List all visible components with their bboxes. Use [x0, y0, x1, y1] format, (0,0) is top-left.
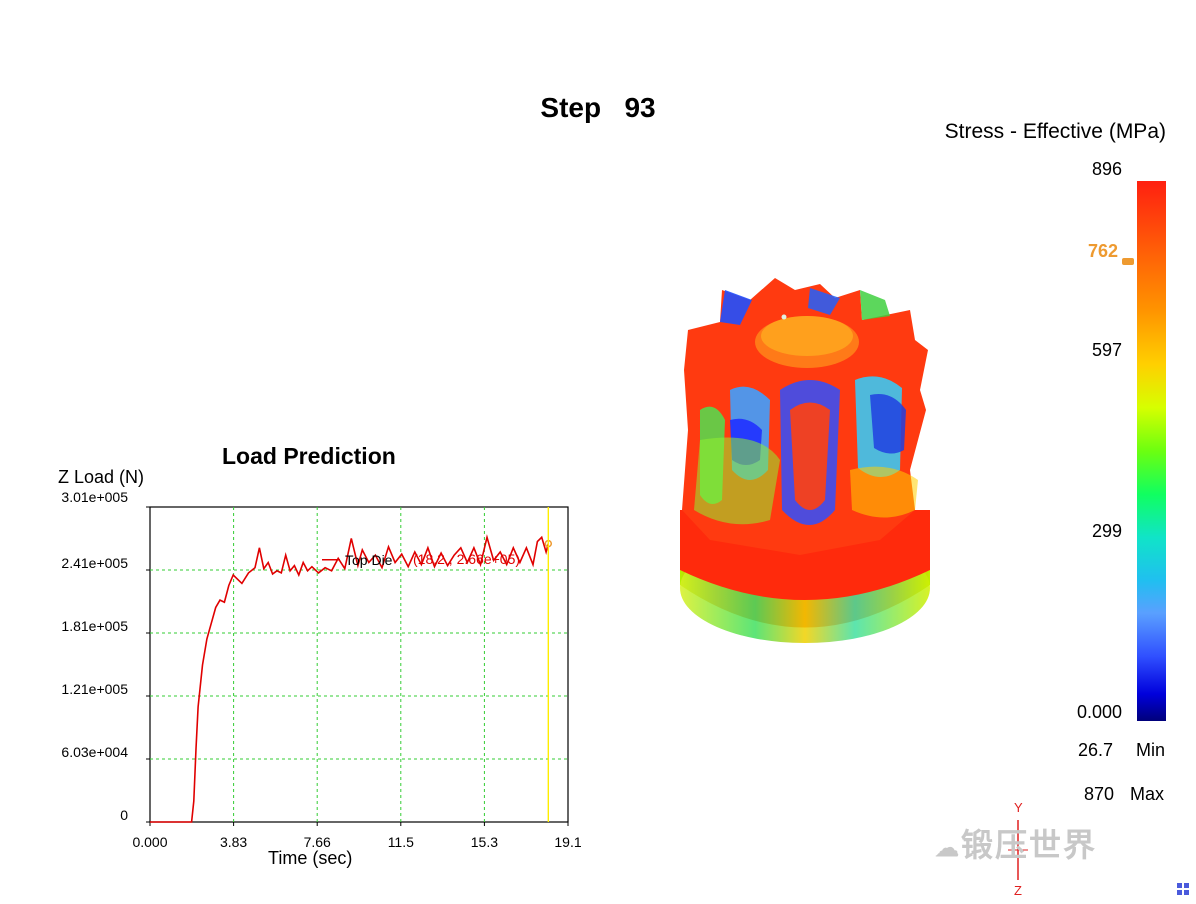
- legend-marker-pointer[interactable]: [1122, 258, 1134, 265]
- chart-ticks: 0.000 3.83 7.66 11.5 15.3 19.1 0 6.03e+004 1.21e…: [61, 489, 581, 850]
- legend-entry-top-die: Top Die: [345, 552, 393, 568]
- watermark: ☁锻压世界: [935, 820, 1097, 866]
- chart-frame: [149, 506, 569, 823]
- chart-overlay: Top Die (18.2 , 2.66e+05): [322, 507, 550, 822]
- legend-tick-299: 299: [1091, 521, 1122, 541]
- legend-marker-value: 762: [1088, 241, 1119, 261]
- step-label: Step: [540, 92, 602, 123]
- min-label: Min: [1136, 740, 1166, 760]
- chart-title: Load Prediction: [222, 443, 396, 469]
- cursor-readout: (18.2 , 2.66e+05): [413, 551, 520, 567]
- axis-triad: Y Z: [1008, 800, 1028, 898]
- stress-colorbar: [1137, 181, 1166, 721]
- load-prediction-chart[interactable]: 0.000 3.83 7.66 11.5 15.3 19.1 0 6.03e+004 1.21e…: [0, 480, 600, 860]
- x-tick-label: 7.66: [304, 834, 331, 850]
- x-tick-label: 19.1: [554, 834, 581, 850]
- stress-patch: [860, 290, 890, 320]
- x-tick-label: 3.83: [220, 834, 247, 850]
- wechat-icon: ☁: [935, 835, 961, 862]
- stress-patch: [720, 290, 752, 325]
- gear-bore-wall: [761, 316, 853, 356]
- stress-patch: [808, 288, 840, 315]
- axis-y-label: Y: [1014, 800, 1023, 815]
- chart-grid: [149, 506, 569, 823]
- legend-tick-min: 0.000: [1076, 702, 1122, 722]
- stress-patch: [694, 437, 780, 525]
- stress-patch: [850, 466, 918, 518]
- y-tick-label: 0: [120, 807, 128, 823]
- y-tick-label: 1.81e+005: [61, 618, 128, 634]
- min-value: 26.7: [1078, 740, 1114, 760]
- axis-z-label: Z: [1014, 883, 1022, 898]
- max-label: Max: [1130, 784, 1165, 804]
- legend-tick-597: 597: [1091, 340, 1122, 360]
- y-tick-label: 2.41e+005: [61, 555, 128, 571]
- stress-patch: [790, 402, 830, 510]
- max-value: 870: [1084, 784, 1115, 804]
- legend-tick-max: 896: [1091, 159, 1122, 179]
- y-tick-label: 1.21e+005: [61, 681, 128, 697]
- legend-title: Stress - Effective (MPa): [944, 120, 1166, 143]
- chart-series: [150, 534, 553, 823]
- series-line-top-die: [150, 534, 550, 823]
- stress-patch: [870, 394, 906, 454]
- forged-gear-model[interactable]: [670, 270, 940, 660]
- grid-icon[interactable]: [1176, 882, 1190, 896]
- x-tick-label: 15.3: [471, 834, 498, 850]
- y-tick-label: 3.01e+005: [61, 489, 128, 505]
- x-tick-label: 11.5: [388, 834, 414, 850]
- watermark-text: 锻压世界: [961, 827, 1098, 863]
- y-tick-label: 6.03e+004: [61, 744, 128, 760]
- tracking-point-icon: [781, 314, 787, 320]
- chart-y-axis-label: Z Load (N): [58, 467, 145, 487]
- step-title: Step 93: [0, 92, 1196, 124]
- step-number: 93: [624, 92, 656, 123]
- x-tick-label: 0.000: [132, 834, 167, 850]
- chart-x-axis-label: Time (sec): [268, 848, 353, 868]
